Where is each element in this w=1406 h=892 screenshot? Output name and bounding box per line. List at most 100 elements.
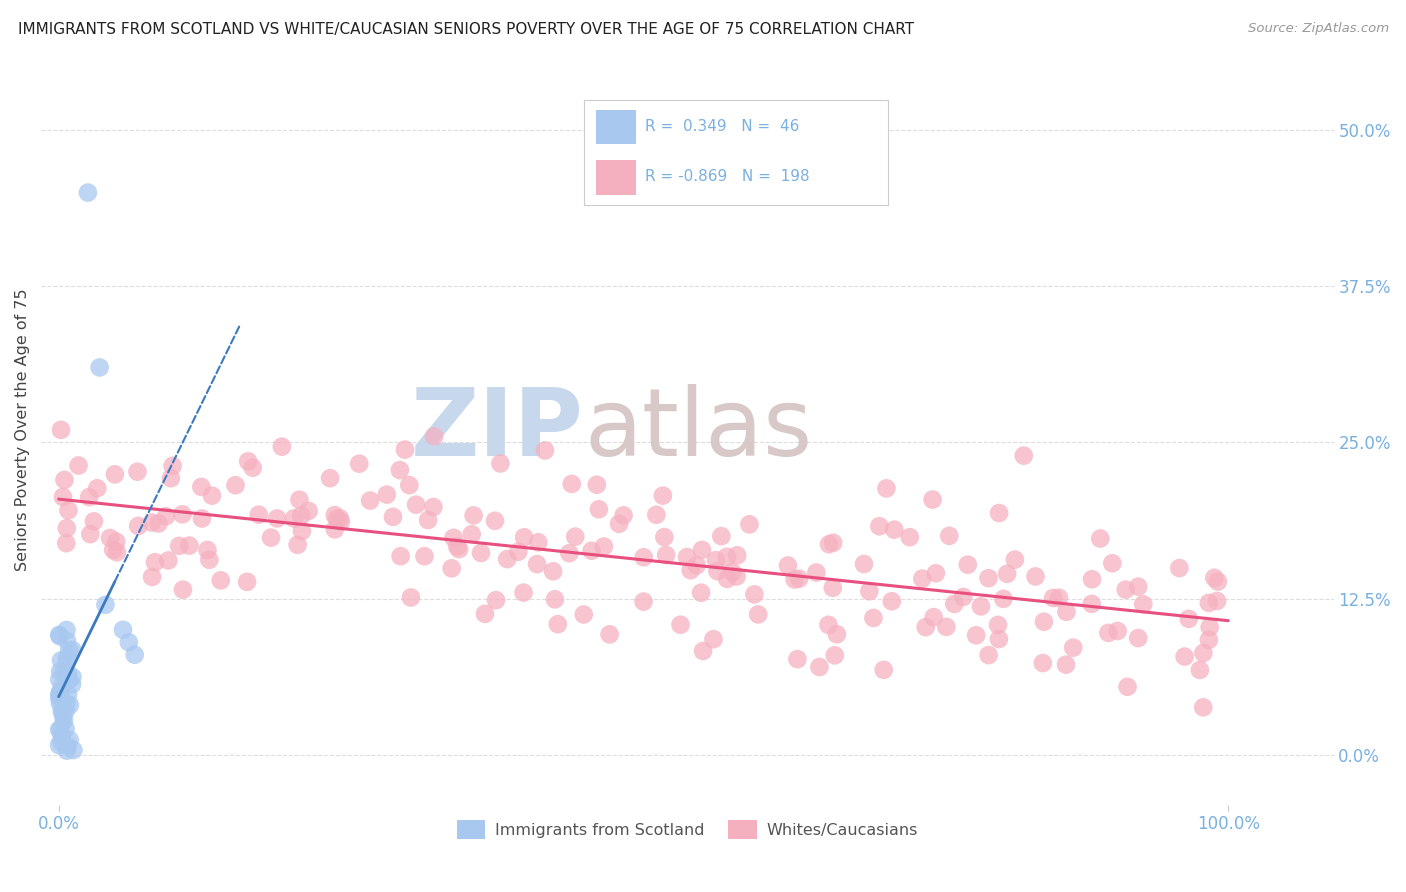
Point bbox=[1188, 663, 1211, 677]
Point bbox=[399, 591, 422, 605]
Point bbox=[111, 623, 134, 637]
Point bbox=[496, 552, 519, 566]
Point bbox=[721, 566, 744, 580]
Point bbox=[291, 524, 314, 538]
Point bbox=[875, 482, 897, 496]
Point bbox=[808, 660, 831, 674]
Point bbox=[898, 530, 921, 544]
Point bbox=[1097, 625, 1119, 640]
Point bbox=[508, 545, 530, 559]
Point bbox=[52, 714, 75, 728]
Point bbox=[1116, 680, 1139, 694]
Point bbox=[1012, 449, 1035, 463]
Point bbox=[423, 429, 446, 443]
Point bbox=[52, 704, 75, 718]
Point bbox=[818, 537, 841, 551]
Point bbox=[710, 529, 733, 543]
Point bbox=[179, 539, 201, 553]
Point bbox=[55, 521, 77, 535]
Point bbox=[460, 527, 482, 541]
Point bbox=[474, 607, 496, 621]
Point bbox=[52, 665, 75, 679]
Point bbox=[744, 587, 766, 601]
Point bbox=[89, 360, 111, 375]
Point bbox=[787, 572, 810, 586]
Point bbox=[747, 607, 769, 622]
Point bbox=[599, 627, 621, 641]
Point bbox=[143, 555, 166, 569]
Point bbox=[883, 523, 905, 537]
Point bbox=[77, 490, 100, 504]
Point bbox=[422, 500, 444, 514]
Point bbox=[651, 489, 673, 503]
Point bbox=[49, 685, 72, 699]
Point bbox=[58, 673, 80, 687]
Point bbox=[987, 632, 1010, 646]
Point bbox=[868, 519, 890, 533]
Point bbox=[56, 688, 79, 702]
Point bbox=[48, 691, 70, 706]
Point bbox=[60, 643, 83, 657]
Point bbox=[160, 471, 183, 485]
Point bbox=[60, 677, 83, 691]
Point bbox=[1047, 591, 1070, 605]
Point bbox=[58, 643, 80, 657]
Point bbox=[1004, 552, 1026, 566]
Point bbox=[101, 543, 124, 558]
Point bbox=[993, 591, 1015, 606]
Point bbox=[880, 594, 903, 608]
Point bbox=[141, 570, 163, 584]
Point bbox=[56, 633, 79, 648]
Point bbox=[588, 502, 610, 516]
Point bbox=[738, 517, 761, 532]
Point bbox=[172, 582, 194, 597]
Point bbox=[148, 516, 170, 531]
Point bbox=[725, 549, 748, 563]
Point bbox=[633, 594, 655, 608]
Point bbox=[298, 504, 321, 518]
Point bbox=[1192, 646, 1215, 660]
Point bbox=[98, 531, 121, 545]
Point bbox=[725, 569, 748, 583]
Point bbox=[1198, 632, 1220, 647]
Point bbox=[124, 648, 146, 662]
Point bbox=[541, 564, 564, 578]
Point bbox=[77, 186, 100, 200]
Point bbox=[654, 530, 676, 544]
Point bbox=[127, 465, 149, 479]
Point bbox=[572, 607, 595, 622]
Point bbox=[943, 597, 966, 611]
Point bbox=[359, 493, 381, 508]
Point bbox=[512, 585, 534, 599]
Point bbox=[48, 687, 70, 701]
Point bbox=[544, 592, 567, 607]
Point bbox=[56, 667, 79, 681]
Point bbox=[83, 514, 105, 528]
Point bbox=[55, 655, 77, 669]
Point bbox=[375, 487, 398, 501]
Point bbox=[49, 665, 72, 679]
Point bbox=[266, 511, 288, 525]
Point bbox=[862, 611, 884, 625]
Point bbox=[67, 458, 90, 473]
Point bbox=[938, 529, 960, 543]
Point bbox=[55, 623, 77, 637]
Point bbox=[655, 548, 678, 562]
Point bbox=[1024, 569, 1046, 583]
Y-axis label: Seniors Poverty Over the Age of 75: Seniors Poverty Over the Age of 75 bbox=[15, 289, 30, 571]
Point bbox=[157, 553, 180, 567]
Point bbox=[692, 644, 714, 658]
Point bbox=[105, 545, 128, 559]
Point bbox=[676, 550, 699, 565]
Point bbox=[105, 534, 128, 549]
Point bbox=[190, 480, 212, 494]
Point bbox=[873, 663, 896, 677]
Point bbox=[1032, 656, 1054, 670]
Text: Source: ZipAtlas.com: Source: ZipAtlas.com bbox=[1249, 22, 1389, 36]
Point bbox=[349, 457, 371, 471]
Point bbox=[704, 553, 727, 567]
Point bbox=[398, 478, 420, 492]
Text: ZIP: ZIP bbox=[411, 384, 583, 476]
Point bbox=[197, 543, 219, 558]
Point bbox=[852, 557, 875, 571]
